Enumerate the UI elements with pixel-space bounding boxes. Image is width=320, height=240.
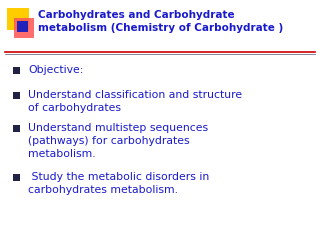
Bar [17,21,28,32]
Bar [13,92,20,99]
Text: Understand classification and structure
of carbohydrates: Understand classification and structure … [28,90,242,113]
Text: Study the metabolic disorders in
carbohydrates metabolism.: Study the metabolic disorders in carbohy… [28,172,209,195]
Text: Understand multistep sequences
(pathways) for carbohydrates
metabolism.: Understand multistep sequences (pathways… [28,123,208,159]
Bar [14,18,34,38]
Bar [13,174,20,181]
Bar [13,125,20,132]
Text: Objective:: Objective: [28,65,84,75]
Text: Carbohydrates and Carbohydrate
metabolism (Chemistry of Carbohydrate ): Carbohydrates and Carbohydrate metabolis… [38,10,283,33]
Bar [7,8,29,30]
Bar [13,67,20,74]
